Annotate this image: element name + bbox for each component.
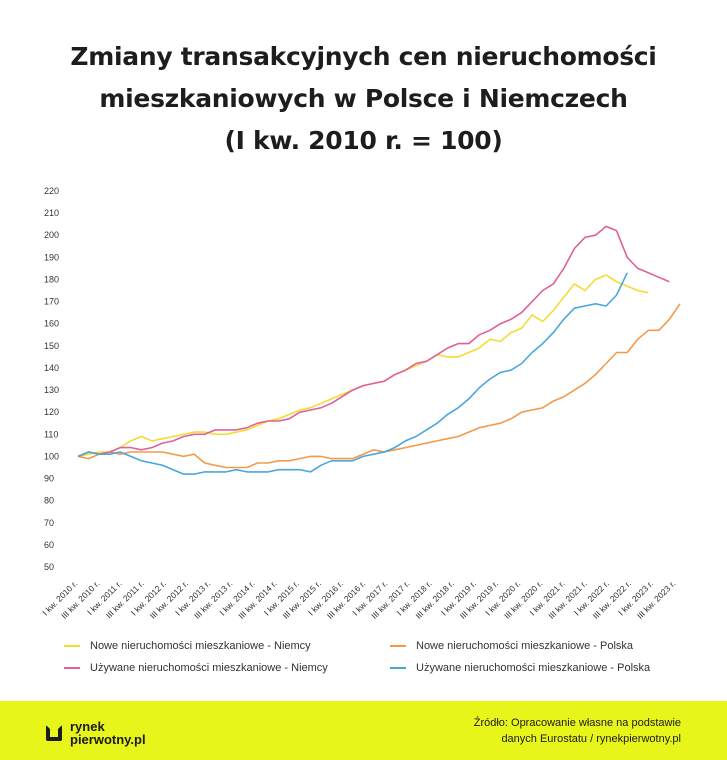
logo-mark-icon: [46, 725, 62, 741]
y-tick-label: 120: [44, 407, 59, 417]
source-line-1: Źródło: Opracowanie własne na podstawie: [473, 717, 681, 729]
legend-swatch-uzywane-niemcy: [64, 667, 80, 669]
y-tick-label: 80: [44, 496, 54, 506]
y-tick-label: 150: [44, 341, 59, 351]
legend-label-uzywane-polska: Używane nieruchomości mieszkaniowe - Pol…: [416, 662, 651, 674]
brand-logo: rynek pierwotny.pl: [46, 720, 146, 746]
y-tick-label: 210: [44, 208, 59, 218]
source-line-2: danych Eurostatu / rynekpierwotny.pl: [501, 733, 681, 745]
y-tick-label: 160: [44, 319, 59, 329]
y-tick-label: 180: [44, 274, 59, 284]
y-tick-label: 170: [44, 297, 59, 307]
legend-label-nowe-niemcy: Nowe nieruchomości mieszkaniowe - Niemcy: [90, 640, 311, 652]
y-tick-label: 200: [44, 230, 59, 240]
line-chart: 50 60 70 80 90 100 110 120 130 140 150 160 170 180 190…: [40, 186, 681, 621]
chart-title-line-2: mieszkaniowych w Polsce i Niemczech: [99, 84, 628, 113]
chart-title: Zmiany transakcyjnych cen nieruchomości …: [0, 36, 727, 162]
legend-label-nowe-polska: Nowe nieruchomości mieszkaniowe - Polska: [416, 640, 634, 652]
y-tick-label: 140: [44, 363, 59, 373]
source-note: Źródło: Opracowanie własne na podstawie …: [474, 715, 681, 747]
y-tick-label: 60: [44, 540, 54, 550]
logo-text-line-1: rynek: [70, 719, 105, 734]
series-line-2: [77, 225, 670, 458]
y-tick-label: 90: [44, 474, 54, 484]
legend-item-nowe-niemcy: Nowe nieruchomości mieszkaniowe - Niemcy: [64, 640, 311, 652]
legend-swatch-uzywane-polska: [390, 667, 406, 669]
y-tick-label: 190: [44, 252, 59, 262]
legend-item-nowe-polska: Nowe nieruchomości mieszkaniowe - Polska: [390, 640, 633, 652]
legend-item-uzywane-niemcy: Używane nieruchomości mieszkaniowe - Nie…: [64, 662, 328, 674]
legend-swatch-nowe-niemcy: [64, 645, 80, 647]
y-tick-label: 110: [44, 429, 58, 439]
chart-legend: Nowe nieruchomości mieszkaniowe - Niemcy…: [64, 640, 704, 680]
series-line-1: [77, 303, 681, 469]
legend-swatch-nowe-polska: [390, 645, 406, 647]
chart-title-line-1: Zmiany transakcyjnych cen nieruchomości: [70, 42, 657, 71]
footer-bar: rynek pierwotny.pl Źródło: Opracowanie w…: [0, 701, 727, 760]
y-tick-label: 50: [44, 562, 54, 572]
y-tick-label: 100: [44, 451, 59, 461]
series-line-0: [77, 274, 649, 458]
y-tick-label: 130: [44, 385, 59, 395]
logo-text-line-2: pierwotny.pl: [70, 732, 146, 747]
series-line-3: [77, 272, 628, 475]
y-tick-label: 70: [44, 518, 54, 528]
legend-item-uzywane-polska: Używane nieruchomości mieszkaniowe - Pol…: [390, 662, 650, 674]
y-tick-label: 220: [44, 186, 59, 196]
legend-label-uzywane-niemcy: Używane nieruchomości mieszkaniowe - Nie…: [90, 662, 328, 674]
chart-title-line-3: (I kw. 2010 r. = 100): [224, 126, 503, 155]
